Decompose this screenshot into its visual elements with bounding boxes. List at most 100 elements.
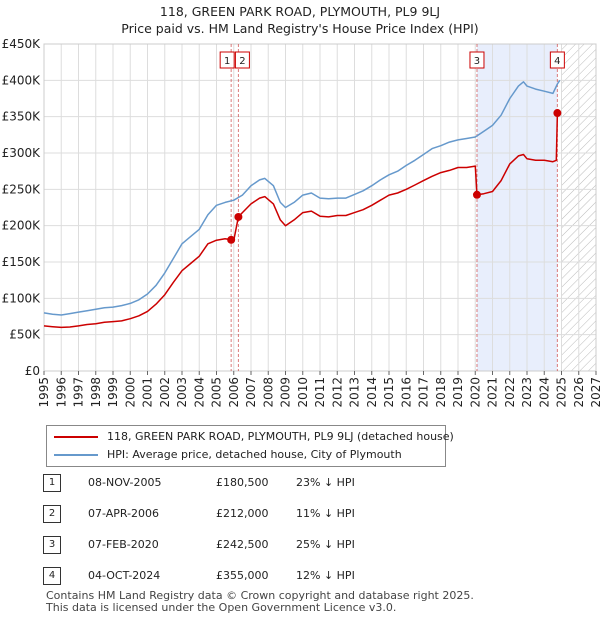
x-tick-label: 1996 bbox=[54, 377, 68, 408]
sale-date: 07-APR-2006 bbox=[88, 507, 160, 520]
footer-copyright: Contains HM Land Registry data © Crown c… bbox=[46, 589, 474, 602]
y-tick-label: £50K bbox=[9, 328, 41, 342]
y-axis-ticks: £0 £50K £100K £150K £200K £250K £300K £350K £400… bbox=[2, 37, 42, 378]
sale-price: £180,500 bbox=[216, 476, 269, 489]
sale-number: 3 bbox=[43, 536, 61, 554]
table-row: 4 04-OCT-2024 £355,000 12% ↓ HPI bbox=[40, 565, 440, 587]
x-tick-label: 2021 bbox=[486, 377, 500, 408]
x-tick-label: 2026 bbox=[572, 377, 586, 408]
x-tick-label: 2007 bbox=[244, 377, 258, 408]
sale-label-box bbox=[219, 51, 235, 69]
footer: Contains HM Land Registry data © Crown c… bbox=[46, 590, 474, 614]
grid-lines bbox=[43, 43, 597, 372]
x-tick-label: 2013 bbox=[348, 377, 362, 408]
sale-hpi-diff: 11% ↓ HPI bbox=[296, 507, 355, 520]
sale-price: £355,000 bbox=[216, 569, 269, 582]
x-tick-label: 2020 bbox=[468, 377, 482, 408]
sale-markers bbox=[230, 44, 558, 371]
x-tick-label: 2017 bbox=[417, 377, 431, 408]
property-price-line bbox=[43, 110, 561, 329]
sale-label-3: 3 bbox=[469, 51, 485, 69]
x-tick-label: 2027 bbox=[589, 377, 600, 408]
sale-point-4 bbox=[553, 109, 562, 118]
sale-number: 2 bbox=[43, 505, 61, 523]
table-row: 3 07-FEB-2020 £242,500 25% ↓ HPI bbox=[40, 534, 440, 556]
x-tick-label: 2022 bbox=[503, 377, 517, 408]
legend-swatch-hpi bbox=[54, 454, 98, 456]
sale-number: 4 bbox=[43, 567, 61, 585]
x-tick-label: 2000 bbox=[123, 377, 137, 408]
x-tick-label: 2006 bbox=[227, 377, 241, 408]
chart-title-line2: Price paid vs. HM Land Registry's House … bbox=[121, 21, 478, 36]
x-tick-label: 1998 bbox=[89, 377, 103, 408]
sale-date: 08-NOV-2005 bbox=[88, 476, 162, 489]
sale-price: £212,000 bbox=[216, 507, 269, 520]
sale-hpi-diff: 23% ↓ HPI bbox=[296, 476, 355, 489]
sale-point-1 bbox=[227, 235, 236, 244]
y-tick-label: £300K bbox=[2, 146, 42, 160]
sale-hpi-diff: 12% ↓ HPI bbox=[296, 569, 355, 582]
x-tick-label: 2015 bbox=[382, 377, 396, 408]
x-tick-label: 2023 bbox=[520, 377, 534, 408]
hpi-line bbox=[43, 79, 561, 316]
sale-label-box bbox=[469, 51, 485, 69]
y-tick-label: £100K bbox=[2, 291, 42, 305]
x-axis-ticks: 1995 1996 1997 1998 1999 2000 2001 2002 2003 2004… bbox=[37, 371, 600, 408]
y-tick-label: £0 bbox=[25, 364, 40, 378]
sale-label-1: 1 bbox=[219, 51, 235, 69]
x-tick-label: 2016 bbox=[399, 377, 413, 408]
sale-label-text: 2 bbox=[239, 56, 245, 67]
sale-label-4: 4 bbox=[549, 51, 565, 69]
sale-label-text: 4 bbox=[554, 56, 560, 67]
x-tick-label: 2005 bbox=[210, 377, 224, 408]
x-tick-label: 2008 bbox=[261, 377, 275, 408]
legend-label-property: 118, GREEN PARK ROAD, PLYMOUTH, PL9 9LJ … bbox=[107, 430, 454, 443]
legend-label-hpi: HPI: Average price, detached house, City… bbox=[107, 448, 402, 461]
sale-date: 07-FEB-2020 bbox=[88, 538, 159, 551]
x-tick-label: 2024 bbox=[537, 377, 551, 408]
x-tick-label: 2012 bbox=[330, 377, 344, 408]
table-row: 2 07-APR-2006 £212,000 11% ↓ HPI bbox=[40, 503, 440, 525]
x-tick-label: 1995 bbox=[37, 377, 51, 408]
chart-title-line1: 118, GREEN PARK ROAD, PLYMOUTH, PL9 9LJ bbox=[160, 4, 440, 19]
sale-date: 04-OCT-2024 bbox=[88, 569, 161, 582]
x-tick-label: 2001 bbox=[141, 377, 155, 408]
table-row: 1 08-NOV-2005 £180,500 23% ↓ HPI bbox=[40, 472, 440, 494]
y-tick-label: £400K bbox=[2, 73, 42, 87]
sale-price: £242,500 bbox=[216, 538, 269, 551]
y-tick-label: £200K bbox=[2, 219, 42, 233]
sale-points bbox=[227, 109, 562, 244]
x-tick-label: 2025 bbox=[555, 377, 569, 408]
x-tick-label: 2010 bbox=[296, 377, 310, 408]
x-tick-label: 2009 bbox=[279, 377, 293, 408]
sale-point-3 bbox=[472, 190, 481, 199]
shaded-period bbox=[476, 44, 558, 371]
sale-label-box bbox=[234, 51, 250, 69]
x-tick-label: 2004 bbox=[192, 377, 206, 408]
x-tick-label: 1999 bbox=[106, 377, 120, 408]
x-tick-label: 2002 bbox=[158, 377, 172, 408]
x-tick-label: 2018 bbox=[434, 377, 448, 408]
legend: 118, GREEN PARK ROAD, PLYMOUTH, PL9 9LJ … bbox=[46, 425, 454, 467]
x-tick-label: 1997 bbox=[72, 377, 86, 408]
y-tick-label: £250K bbox=[2, 182, 42, 196]
x-tick-label: 2014 bbox=[365, 377, 379, 408]
x-tick-label: 2003 bbox=[175, 377, 189, 408]
sale-number: 1 bbox=[43, 474, 61, 492]
x-tick-label: 2011 bbox=[313, 377, 327, 408]
y-tick-label: £350K bbox=[2, 110, 42, 124]
sale-hpi-diff: 25% ↓ HPI bbox=[296, 538, 355, 551]
x-tick-label: 2019 bbox=[451, 377, 465, 408]
sale-point-2 bbox=[234, 212, 243, 221]
y-tick-label: £450K bbox=[2, 37, 42, 51]
sale-label-text: 1 bbox=[224, 56, 230, 67]
sale-label-2: 2 bbox=[234, 51, 250, 69]
series-lines bbox=[43, 79, 561, 329]
footer-licence: This data is licensed under the Open Gov… bbox=[46, 601, 397, 614]
y-tick-label: £150K bbox=[2, 255, 42, 269]
sale-label-text: 3 bbox=[474, 56, 480, 67]
legend-swatch-property bbox=[54, 436, 98, 438]
sale-label-box bbox=[549, 51, 565, 69]
